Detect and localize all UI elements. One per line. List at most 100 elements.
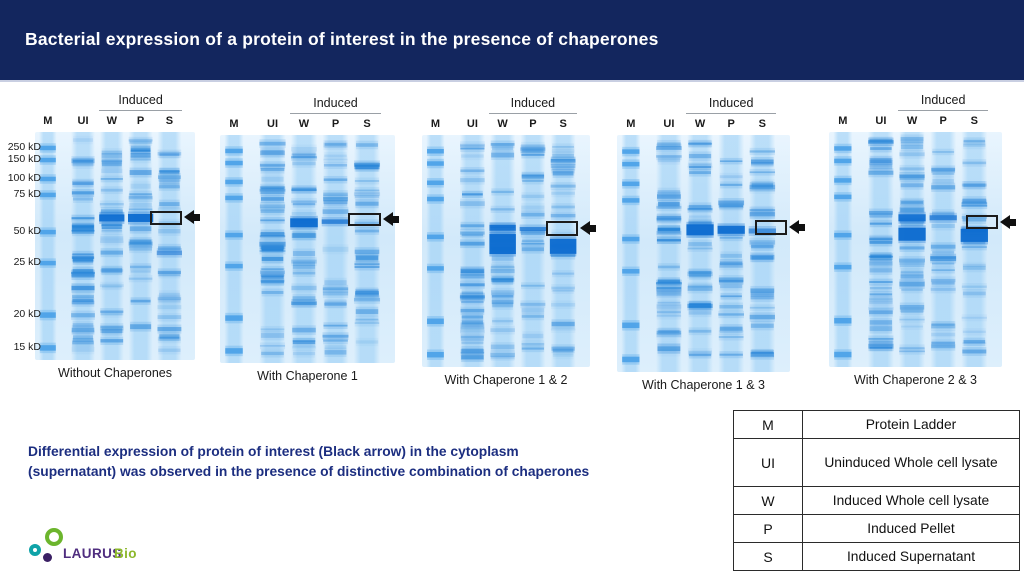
highlight-box xyxy=(546,221,579,236)
black-arrow-icon xyxy=(789,219,806,235)
arrow-tail xyxy=(392,215,399,223)
black-arrow-icon xyxy=(580,220,597,236)
logo-green-ring-icon xyxy=(45,528,63,546)
arrow-head xyxy=(580,220,591,235)
arrow-head xyxy=(789,219,800,234)
legend-desc: Induced Pellet xyxy=(802,514,1020,543)
mw-label: 150 kD xyxy=(7,153,41,166)
mw-label: 50 kD xyxy=(13,225,41,238)
induced-label: Induced xyxy=(313,96,358,110)
legend-desc: Induced Supernatant xyxy=(802,542,1020,571)
mw-label: 15 kD xyxy=(13,340,41,353)
induced-underline xyxy=(686,113,777,114)
lane-label-p: P xyxy=(939,115,947,127)
lane-label-ui: UI xyxy=(466,118,478,130)
lane-label-m: M xyxy=(229,118,239,130)
gel-image xyxy=(422,135,590,367)
summary-line-2: (supernatant) was observed in the presen… xyxy=(28,464,590,479)
legend-key: W xyxy=(733,486,803,515)
title-bar: Bacterial expression of a protein of int… xyxy=(0,0,1024,82)
gel-caption: Without Chaperones xyxy=(58,366,172,380)
gel-image xyxy=(617,135,790,372)
legend-row: W Induced Whole cell lysate xyxy=(733,486,1020,515)
induced-underline xyxy=(489,113,577,114)
black-arrow-icon xyxy=(999,214,1016,230)
lane-label-s: S xyxy=(970,115,978,127)
arrow-tail xyxy=(798,223,806,231)
gel-caption: With Chaperone 2 & 3 xyxy=(854,373,977,387)
highlight-box xyxy=(754,219,788,235)
lane-label-p: P xyxy=(136,115,145,127)
logo-text-primary: LAURUS xyxy=(63,546,122,561)
legend-desc: Induced Whole cell lysate xyxy=(802,486,1020,515)
mw-label: 20 kD xyxy=(13,308,41,321)
gel-caption: With Chaperone 1 xyxy=(257,369,358,383)
legend-key: M xyxy=(733,410,803,439)
slide-title: Bacterial expression of a protein of int… xyxy=(25,29,659,49)
lane-label-m: M xyxy=(626,118,636,130)
legend-desc: Uninduced Whole cell lysate xyxy=(802,438,1020,487)
induced-underline xyxy=(99,110,183,111)
legend-table: M Protein Ladder UI Uninduced Whole cell ly… xyxy=(733,410,1020,571)
gel-caption: With Chaperone 1 & 2 xyxy=(444,373,568,387)
arrow-tail xyxy=(589,224,597,232)
highlight-box xyxy=(347,212,381,226)
arrow-head xyxy=(383,211,393,226)
summary-text: Differential expression of protein of in… xyxy=(28,442,589,482)
legend-desc: Protein Ladder xyxy=(802,410,1020,439)
induced-underline xyxy=(290,113,381,114)
induced-label: Induced xyxy=(510,96,556,110)
induced-label: Induced xyxy=(708,96,754,110)
mw-label: 250 kD xyxy=(7,140,41,153)
legend-key: UI xyxy=(733,438,803,487)
gel-image xyxy=(220,135,395,363)
lane-label-m: M xyxy=(838,115,848,127)
mw-label: 75 kD xyxy=(13,187,41,200)
black-arrow-icon xyxy=(184,210,201,225)
legend-key: P xyxy=(733,514,803,543)
lane-label-s: S xyxy=(559,118,567,130)
mw-label: 25 kD xyxy=(13,256,41,269)
lane-label-w: W xyxy=(106,115,117,127)
lane-label-ui: UI xyxy=(875,115,887,127)
logo-text-secondary: Bio xyxy=(114,546,137,561)
summary-line-1: Differential expression of protein of in… xyxy=(28,444,519,459)
induced-label: Induced xyxy=(920,93,966,107)
lane-label-w: W xyxy=(906,115,918,127)
gel-image xyxy=(35,132,195,360)
lane-label-p: P xyxy=(529,118,537,130)
mw-label: 100 kD xyxy=(7,171,41,184)
arrow-head xyxy=(184,210,195,225)
legend-row: M Protein Ladder xyxy=(733,410,1020,439)
lane-label-p: P xyxy=(727,118,735,130)
lane-label-s: S xyxy=(165,115,174,127)
lane-label-p: P xyxy=(331,118,340,130)
lane-label-m: M xyxy=(430,118,441,130)
highlight-box xyxy=(150,210,183,225)
logo-purple-dot-icon xyxy=(43,553,52,562)
logo-teal-ring-icon xyxy=(29,544,41,556)
highlight-box xyxy=(965,214,998,230)
gel-caption: With Chaperone 1 & 3 xyxy=(642,378,765,392)
lane-label-s: S xyxy=(758,118,766,130)
lane-label-s: S xyxy=(363,118,371,130)
arrow-head xyxy=(999,214,1010,229)
black-arrow-icon xyxy=(383,211,399,227)
legend-row: P Induced Pellet xyxy=(733,514,1020,543)
lane-label-w: W xyxy=(694,118,706,130)
lane-label-w: W xyxy=(298,118,310,130)
laurus-bio-logo: LAURUS Bio xyxy=(22,524,162,568)
induced-underline xyxy=(898,110,989,111)
arrow-tail xyxy=(1008,218,1016,226)
lane-label-ui: UI xyxy=(267,118,278,130)
legend-row: S Induced Supernatant xyxy=(733,542,1020,571)
legend-row: UI Uninduced Whole cell lysate xyxy=(733,438,1020,487)
lane-label-ui: UI xyxy=(663,118,675,130)
gel-image xyxy=(829,132,1002,367)
lane-label-m: M xyxy=(43,115,53,127)
arrow-tail xyxy=(193,214,201,222)
lane-label-ui: UI xyxy=(77,115,89,127)
induced-label: Induced xyxy=(118,93,163,107)
legend-key: S xyxy=(733,542,803,571)
